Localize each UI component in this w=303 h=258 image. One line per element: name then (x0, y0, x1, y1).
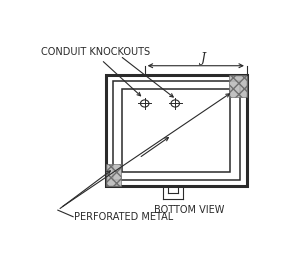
Text: BOTTOM VIEW: BOTTOM VIEW (154, 205, 225, 215)
Bar (106, 164, 121, 186)
Bar (106, 75, 247, 186)
Bar (229, 75, 247, 96)
Text: J: J (200, 52, 205, 65)
Bar (122, 88, 230, 172)
Bar (113, 80, 240, 180)
Text: PERFORATED METAL: PERFORATED METAL (74, 212, 174, 222)
Text: CONDUIT KNOCKOUTS: CONDUIT KNOCKOUTS (42, 47, 151, 57)
